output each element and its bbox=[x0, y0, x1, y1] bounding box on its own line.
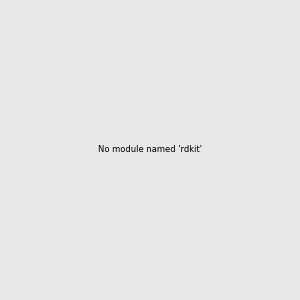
Text: No module named 'rdkit': No module named 'rdkit' bbox=[98, 146, 202, 154]
